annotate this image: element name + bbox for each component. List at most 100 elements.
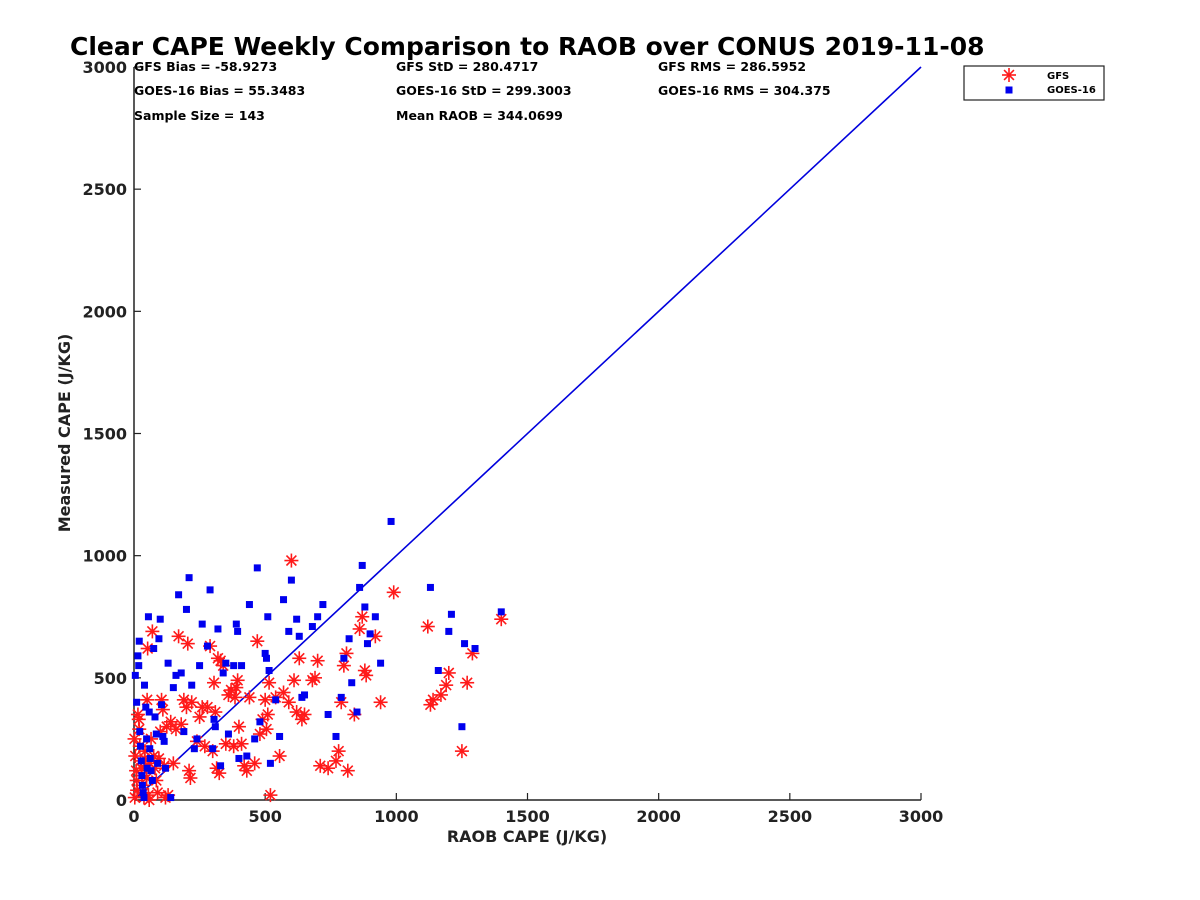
gfs-point (433, 687, 448, 702)
goes16-point (461, 640, 469, 648)
gfs-point (276, 685, 291, 700)
y-tick-label: 1500 (82, 425, 127, 444)
gfs-point (439, 678, 454, 693)
y-tick-label: 1000 (82, 547, 127, 566)
goes16-point (234, 627, 242, 635)
goes16-point (131, 671, 139, 679)
stat-text: GOES-16 StD = 299.3003 (396, 83, 572, 98)
gfs-point (227, 690, 242, 705)
goes16-point (245, 601, 253, 609)
goes16-point (264, 613, 272, 621)
gfs-point (259, 722, 274, 737)
x-axis-label: RAOB CAPE (J/KG) (447, 827, 607, 846)
goes16-point (135, 637, 143, 645)
goes16-point (253, 564, 261, 572)
goes16-point (147, 767, 155, 775)
gfs-point (229, 680, 244, 695)
goes16-point (238, 662, 246, 670)
goes16-point (145, 708, 153, 716)
goes16-point (224, 730, 232, 738)
goes16-point (158, 701, 166, 709)
goes16-point (265, 667, 273, 675)
goes16-series (131, 517, 505, 802)
y-tick-label: 500 (94, 669, 127, 688)
legend-gfs-marker (1002, 68, 1016, 82)
y-tick-label: 2500 (82, 180, 127, 199)
legend-goes16-label: GOES-16 (1047, 85, 1096, 96)
goes16-point (261, 649, 269, 657)
goes16-point (280, 596, 288, 604)
gfs-point (284, 553, 299, 568)
goes16-point (366, 630, 374, 638)
goes16-point (148, 776, 156, 784)
x-tick-label: 2000 (636, 807, 681, 826)
chart-title: Clear CAPE Weekly Comparison to RAOB ove… (70, 32, 985, 61)
goes16-point (206, 586, 214, 594)
goes16-point (266, 759, 274, 767)
goes16-point (219, 669, 227, 677)
gfs-point (260, 707, 275, 722)
stat-text: Mean RAOB = 344.0699 (396, 108, 563, 123)
goes16-point (363, 640, 371, 648)
goes16-point (160, 737, 168, 745)
gfs-point (359, 668, 374, 683)
goes16-point (198, 620, 206, 628)
goes16-point (287, 576, 295, 584)
goes16-point (308, 623, 316, 631)
gfs-point (263, 788, 278, 803)
y-tick-label: 0 (116, 791, 127, 810)
goes16-point (188, 681, 196, 689)
goes16-point (134, 652, 142, 660)
goes16-point (445, 627, 453, 635)
identity-line (133, 66, 922, 801)
gfs-point (250, 634, 265, 649)
goes16-point (177, 669, 185, 677)
gfs-point (292, 651, 307, 666)
gfs-point (192, 709, 207, 724)
x-tick-label: 3000 (899, 807, 944, 826)
y-tick-label: 2000 (82, 302, 127, 321)
gfs-point (163, 714, 178, 729)
gfs-point (231, 719, 246, 734)
gfs-point (287, 673, 302, 688)
stat-text: GOES-16 Bias = 55.3483 (134, 83, 305, 98)
goes16-point (353, 708, 361, 716)
stat-text: GOES-16 RMS = 304.375 (658, 83, 831, 98)
goes16-point (497, 608, 505, 616)
x-tick-label: 500 (248, 807, 281, 826)
goes16-point (387, 517, 395, 525)
gfs-point (310, 653, 325, 668)
gfs-point (494, 612, 509, 627)
goes16-point (447, 610, 455, 618)
gfs-point (373, 695, 388, 710)
goes16-point (180, 728, 188, 736)
gfs-point (386, 585, 401, 600)
goes16-point (337, 693, 345, 701)
goes16-point (155, 635, 163, 643)
gfs-point (247, 756, 262, 771)
goes16-point (154, 759, 162, 767)
gfs-point (340, 763, 355, 778)
goes16-point (146, 745, 154, 753)
gfs-point (207, 675, 222, 690)
goes16-point (314, 613, 322, 621)
goes16-point (324, 710, 332, 718)
goes16-point (151, 713, 159, 721)
goes16-point (230, 662, 238, 670)
goes16-point (276, 732, 284, 740)
goes16-point (150, 645, 158, 653)
goes16-point (138, 781, 146, 789)
goes16-point (185, 574, 193, 582)
goes16-point (137, 757, 145, 765)
goes16-point (169, 684, 177, 692)
goes16-point (135, 662, 143, 670)
x-tick-label: 1000 (374, 807, 419, 826)
goes16-point (161, 764, 169, 772)
stat-text: GFS StD = 280.4717 (396, 59, 538, 74)
goes16-point (140, 681, 148, 689)
gfs-point (145, 624, 160, 639)
gfs-point (200, 700, 215, 715)
goes16-point (193, 735, 201, 743)
goes16-point (190, 745, 198, 753)
